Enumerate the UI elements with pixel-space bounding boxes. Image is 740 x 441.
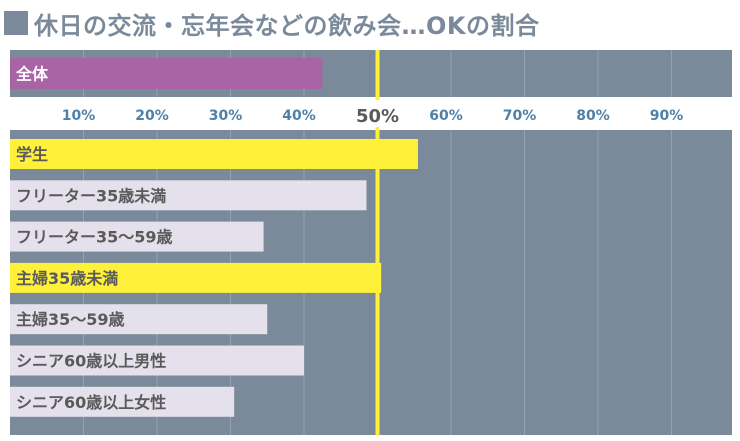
x-tick-label: 30% [209,108,243,124]
bar-category-label: 主婦35歳未満 [16,269,118,288]
bar [10,221,264,252]
x-tick-label: 40% [282,108,316,124]
bar [10,386,235,417]
bar-category-label: 主婦35〜59歳 [16,310,125,329]
bar-category-label: フリーター35〜59歳 [16,228,173,247]
bar-category-label: フリーター35歳未満 [16,186,166,205]
bar-category-label: 全体 [15,65,49,84]
bar-category-label: 学生 [16,145,48,164]
x-tick-label: 80% [576,108,610,124]
bar [10,58,323,89]
chart-title-block: 休日の交流・忘年会などの飲み会…OKの割合 [4,6,540,40]
x-tick-label: 20% [135,108,169,124]
x-tick-label: 50% [356,106,399,127]
bar [10,180,367,211]
x-tick-label: 70% [503,108,537,124]
bar [10,304,268,335]
x-tick-label: 60% [429,108,463,124]
x-tick-label: 90% [650,108,684,124]
bar [10,345,304,376]
x-tick-label: 10% [62,108,96,124]
title-square-icon [4,11,28,35]
bar [10,262,382,293]
bar-category-label: シニア60歳以上女性 [16,393,166,412]
bar-category-label: シニア60歳以上男性 [16,352,166,371]
bar [10,139,418,169]
chart-title: 休日の交流・忘年会などの飲み会…OKの割合 [34,11,540,40]
